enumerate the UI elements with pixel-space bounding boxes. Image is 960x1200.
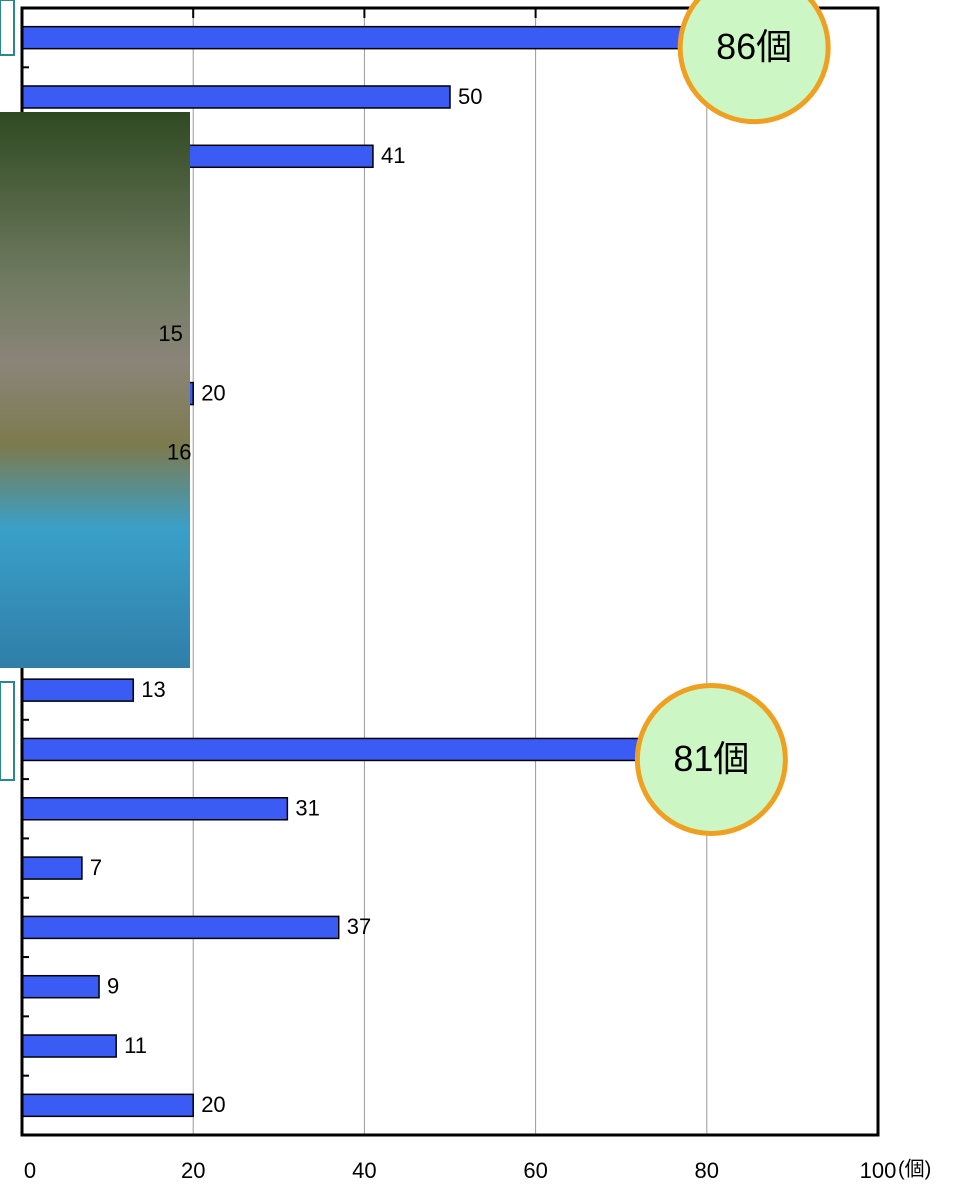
x-tick-label: 100 xyxy=(860,1158,897,1183)
bar xyxy=(21,797,289,821)
photo xyxy=(0,112,190,668)
value-label: 9 xyxy=(107,974,119,999)
bar xyxy=(21,1093,194,1118)
value-label: 16 xyxy=(167,440,191,465)
value-label: 50 xyxy=(458,84,482,109)
bar xyxy=(21,25,759,50)
callout-circle xyxy=(677,0,831,125)
x-tick-label: 0 xyxy=(24,1158,36,1183)
value-label: 31 xyxy=(295,796,319,821)
value-label: 41 xyxy=(381,143,405,168)
x-tick-label: 60 xyxy=(523,1158,547,1183)
bar xyxy=(21,974,100,999)
bar xyxy=(21,856,83,880)
grid xyxy=(192,8,708,1135)
bar xyxy=(21,85,451,109)
value-label: 15 xyxy=(158,321,182,346)
value-label: 7 xyxy=(90,855,102,880)
value-label: 86個 xyxy=(716,26,792,67)
x-unit-label: (個) xyxy=(898,1157,931,1180)
labels: 0 20 40 60 80 100 (個) 50 41 15 20 16 13 31 7 37 9 11 20 86個… xyxy=(24,0,931,1183)
x-tick-label: 20 xyxy=(181,1158,205,1183)
bar xyxy=(21,915,340,940)
value-label: 13 xyxy=(141,677,165,702)
value-label: 20 xyxy=(201,380,225,405)
bar xyxy=(21,737,717,762)
bar xyxy=(21,1034,117,1058)
value-label: 37 xyxy=(347,914,371,939)
value-label: 81個 xyxy=(673,738,749,779)
callout-circle xyxy=(634,682,788,836)
bar xyxy=(21,678,135,702)
value-label: 11 xyxy=(124,1033,147,1058)
value-label: 20 xyxy=(201,1092,225,1117)
x-tick-label: 80 xyxy=(695,1158,719,1183)
callout-box xyxy=(0,0,15,56)
callout-box xyxy=(0,681,15,781)
x-tick-label: 40 xyxy=(352,1158,376,1183)
